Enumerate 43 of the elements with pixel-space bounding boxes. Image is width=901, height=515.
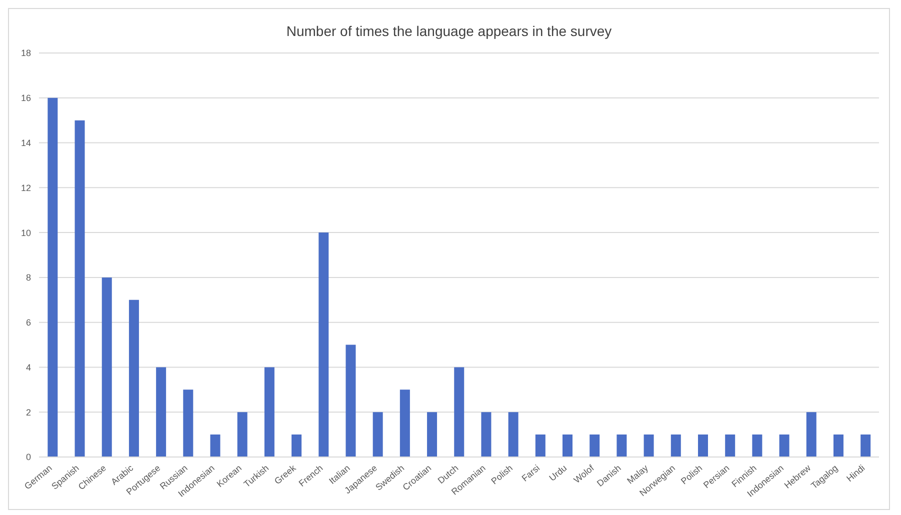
y-tick-label: 16 xyxy=(20,93,31,104)
bar xyxy=(400,390,410,457)
y-tick-label: 4 xyxy=(26,362,31,372)
bar xyxy=(102,277,112,457)
bar xyxy=(806,412,816,457)
bar xyxy=(128,300,139,457)
x-tick-label: Urdu xyxy=(547,462,569,484)
bar xyxy=(346,344,356,457)
y-tick-label: 2 xyxy=(26,407,31,418)
bar xyxy=(292,434,302,457)
bar xyxy=(535,434,546,457)
chart-title: Number of times the language appears in the survey xyxy=(285,22,613,41)
bar xyxy=(508,412,518,457)
bar xyxy=(590,434,600,457)
bar xyxy=(725,434,736,457)
y-tick-label: 10 xyxy=(20,228,31,238)
bar xyxy=(752,434,762,457)
bar xyxy=(156,367,166,457)
bar xyxy=(616,434,627,457)
bar xyxy=(644,434,654,457)
y-tick-label: 6 xyxy=(26,318,31,328)
bar xyxy=(860,434,871,457)
bar xyxy=(318,232,329,457)
bar xyxy=(74,120,85,457)
bar xyxy=(833,434,844,457)
bar xyxy=(264,367,274,457)
bar xyxy=(237,412,248,457)
bar xyxy=(183,390,194,457)
bar xyxy=(48,98,58,457)
bar xyxy=(779,434,790,457)
bar xyxy=(372,412,383,457)
bar xyxy=(481,412,492,457)
bar xyxy=(210,434,220,457)
y-tick-label: 18 xyxy=(20,48,31,58)
bar xyxy=(562,434,573,457)
bar xyxy=(698,434,708,457)
y-tick-label: 8 xyxy=(26,272,31,283)
y-tick-label: 14 xyxy=(20,138,31,148)
y-tick-label: 0 xyxy=(26,452,31,462)
y-tick-label: 12 xyxy=(20,182,31,193)
bar xyxy=(427,412,438,457)
bar xyxy=(454,367,464,457)
bar xyxy=(670,434,681,457)
